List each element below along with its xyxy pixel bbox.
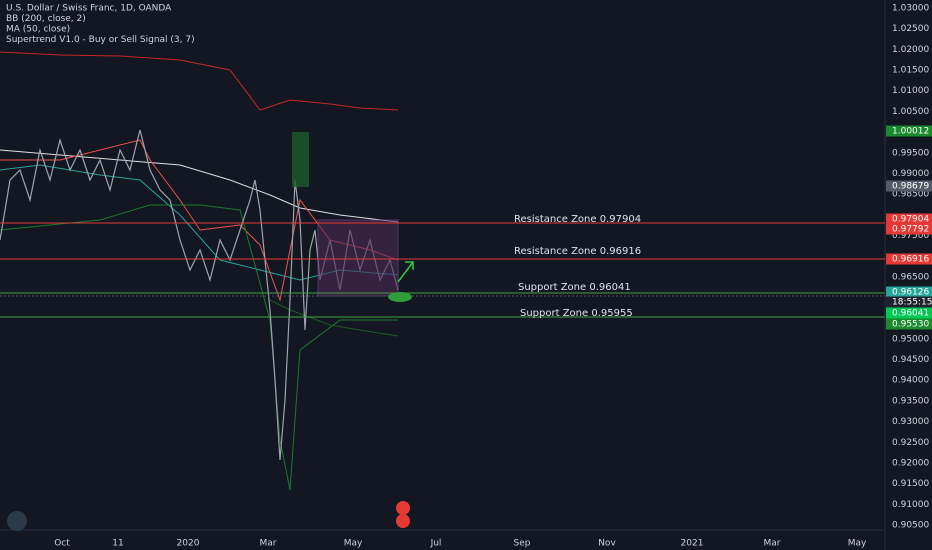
legend-line: MA (50, close) bbox=[6, 25, 70, 35]
price-tag-label: 18:55:15 bbox=[892, 298, 932, 308]
price-tag-label: 1.00012 bbox=[892, 127, 929, 137]
price-tag-label: 0.95530 bbox=[892, 320, 929, 330]
price-label: 0.91500 bbox=[892, 479, 929, 489]
zone-label: Resistance Zone 0.97904 bbox=[514, 214, 641, 225]
price-label: 0.92000 bbox=[892, 458, 929, 468]
bb-upper bbox=[0, 51, 399, 111]
legend-line: Supertrend V1.0 - Buy or Sell Signal (3,… bbox=[6, 35, 195, 45]
arrow-head bbox=[405, 261, 414, 270]
zone-label: Support Zone 0.96041 bbox=[518, 282, 631, 293]
price-tag bbox=[886, 125, 932, 137]
price-tag-label: 0.96041 bbox=[892, 309, 929, 319]
bb-lower bbox=[269, 299, 399, 337]
price-tag bbox=[886, 296, 932, 308]
signal-box bbox=[292, 132, 309, 187]
price-label: 0.97500 bbox=[892, 231, 929, 241]
time-label: May bbox=[848, 539, 867, 549]
price-tag-label: 0.97904 bbox=[892, 215, 929, 225]
price-tag bbox=[886, 180, 932, 192]
price-label: 0.90500 bbox=[892, 521, 929, 531]
time-label: 2020 bbox=[177, 539, 200, 549]
price-label: 0.91000 bbox=[892, 500, 929, 510]
price-label: 0.93000 bbox=[892, 417, 929, 427]
price-label: 0.94000 bbox=[892, 376, 929, 386]
arrow-up bbox=[397, 261, 414, 283]
price-label: 1.03000 bbox=[892, 4, 929, 14]
legend-line: U.S. Dollar / Swiss Franc, 1D, OANDA bbox=[6, 4, 172, 14]
zone-label: Resistance Zone 0.96916 bbox=[514, 246, 641, 257]
price-label: 1.01500 bbox=[892, 66, 929, 76]
time-label: Jul bbox=[430, 539, 442, 549]
logo bbox=[7, 511, 27, 531]
supertrend-green bbox=[0, 204, 398, 491]
time-label: Sep bbox=[514, 539, 531, 549]
price-tag bbox=[886, 307, 932, 319]
price-tag bbox=[886, 213, 932, 225]
price-label: 0.95000 bbox=[892, 334, 929, 344]
target-ellipse bbox=[388, 292, 412, 302]
price-tag bbox=[886, 318, 932, 330]
price-tag bbox=[886, 253, 932, 265]
time-label: Nov bbox=[598, 539, 616, 549]
price-tag-label: 0.96916 bbox=[892, 255, 929, 265]
zone-label: Support Zone 0.95955 bbox=[520, 308, 633, 319]
time-label: 2021 bbox=[681, 539, 704, 549]
time-label: Oct bbox=[54, 539, 70, 549]
price-label: 0.96500 bbox=[892, 272, 929, 282]
event-icon bbox=[396, 514, 410, 528]
price-label: 0.99500 bbox=[892, 148, 929, 158]
price-tag-label: 0.98679 bbox=[892, 182, 929, 192]
price-label: 0.94500 bbox=[892, 355, 929, 365]
price-label: 1.02000 bbox=[892, 45, 929, 55]
price-label: 1.02500 bbox=[892, 24, 929, 34]
time-label: Mar bbox=[260, 539, 277, 549]
time-label: 11 bbox=[112, 539, 123, 549]
price-label: 1.00500 bbox=[892, 107, 929, 117]
price-label: 0.93500 bbox=[892, 396, 929, 406]
time-label: May bbox=[344, 539, 363, 549]
price-tag bbox=[886, 286, 932, 298]
bb-basis bbox=[0, 149, 399, 223]
price-label: 0.98500 bbox=[892, 190, 929, 200]
price-tag bbox=[886, 223, 932, 235]
time-label: Mar bbox=[764, 539, 781, 549]
range-box bbox=[317, 219, 399, 297]
price-label: 0.99000 bbox=[892, 169, 929, 179]
price-tag-label: 0.97792 bbox=[892, 225, 929, 235]
legend-line: BB (200, close, 2) bbox=[6, 14, 86, 24]
price-label: 1.01000 bbox=[892, 86, 929, 96]
price-tag-label: 0.96126 bbox=[892, 288, 929, 298]
price-label: 0.92500 bbox=[892, 438, 929, 448]
event-icon bbox=[396, 501, 410, 515]
